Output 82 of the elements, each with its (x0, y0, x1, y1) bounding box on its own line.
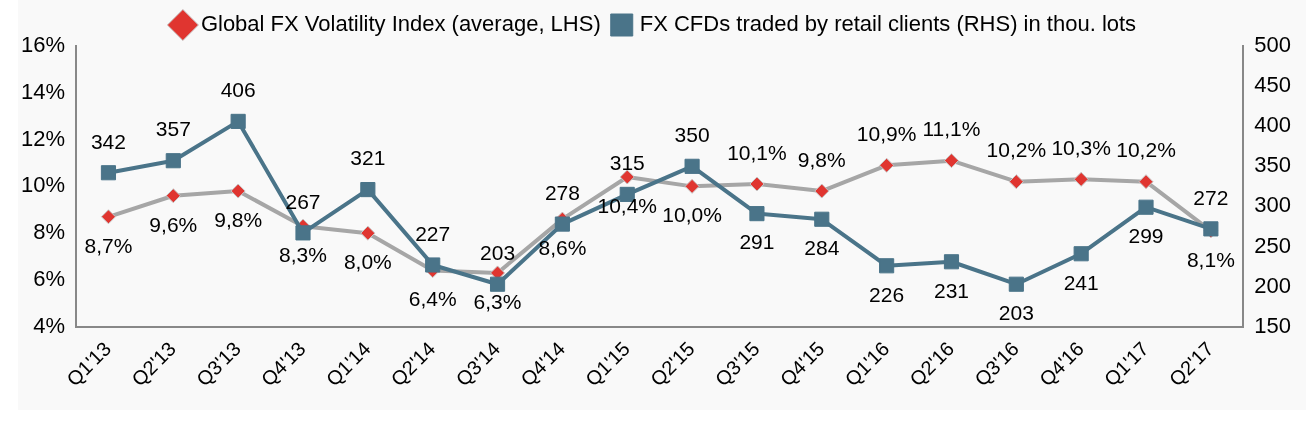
y-tick-label: 16% (20, 32, 66, 58)
y2-tick-label: 400 (1254, 112, 1292, 138)
point (100, 165, 117, 181)
point (1073, 171, 1089, 187)
y2-tick-label: 450 (1254, 72, 1292, 98)
data-label: 9,6% (149, 212, 198, 236)
legend-label: Global FX Volatility Index (average, LHS) (200, 11, 601, 37)
data-label: 9,8% (214, 207, 263, 231)
point (879, 258, 895, 274)
point (489, 276, 506, 292)
point (295, 225, 311, 241)
data-label: 203 (998, 301, 1034, 325)
y2-tick-label: 350 (1254, 152, 1292, 178)
data-label: 272 (1193, 185, 1229, 209)
point (165, 153, 181, 169)
y-tick-label: 14% (20, 78, 66, 104)
point (230, 183, 246, 199)
data-label: 357 (155, 117, 191, 141)
data-label: 8,3% (279, 242, 327, 266)
y2-tick-label: 300 (1254, 192, 1292, 218)
point (360, 182, 376, 198)
data-label: 226 (869, 282, 905, 306)
data-label: 10,3% (1051, 136, 1111, 160)
data-label: 8,1% (1186, 247, 1235, 271)
y-tick-label: 8% (33, 219, 66, 245)
data-label: 321 (350, 146, 386, 170)
data-label: 9,8% (797, 147, 846, 171)
data-label: 10,2% (986, 138, 1047, 162)
point (554, 216, 570, 232)
data-label: 10,0% (662, 203, 722, 227)
y-tick-label: 6% (33, 266, 66, 292)
data-label: 10,2% (1116, 138, 1176, 162)
data-label: 278 (544, 180, 580, 204)
data-label: 406 (220, 78, 256, 102)
data-label: 8,6% (538, 235, 587, 259)
y2-tick-label: 200 (1254, 272, 1292, 298)
data-label: 299 (1128, 224, 1164, 248)
point (879, 157, 895, 173)
point (943, 153, 959, 169)
point (1138, 199, 1154, 215)
data-label: 284 (804, 236, 840, 260)
point (814, 211, 830, 227)
point (619, 169, 635, 185)
y-tick-label: 10% (20, 172, 66, 198)
point (684, 158, 700, 174)
data-label: 8,0% (343, 249, 392, 273)
data-label: 231 (933, 278, 969, 302)
point (814, 183, 830, 199)
data-label: 203 (480, 241, 516, 265)
point (165, 188, 181, 204)
point (684, 178, 700, 194)
data-label: 6,3% (473, 289, 522, 313)
point (1138, 174, 1154, 190)
data-label: 350 (674, 123, 710, 147)
y2-tick-label: 500 (1254, 32, 1292, 58)
data-label: 10,4% (597, 193, 658, 217)
point (943, 254, 960, 270)
point (749, 206, 765, 222)
data-label: 227 (415, 221, 451, 245)
data-label: 241 (1063, 270, 1099, 294)
point (1073, 246, 1089, 262)
point (100, 209, 116, 225)
y2-tick-label: 150 (1254, 312, 1292, 338)
data-label: 10,1% (727, 140, 787, 164)
y2-tick-label: 250 (1254, 232, 1292, 258)
point (360, 225, 376, 241)
legend-label: FX CFDs traded by retail clients (RHS) in thou. lots (639, 11, 1137, 37)
point (425, 257, 441, 273)
data-label: 267 (285, 189, 321, 213)
point (1008, 174, 1024, 190)
point (749, 176, 765, 192)
y-tick-label: 12% (20, 125, 66, 151)
point (230, 113, 246, 129)
data-label: 6,4% (408, 287, 457, 311)
data-label: 315 (609, 151, 645, 175)
data-label: 11,1% (922, 117, 981, 141)
data-label: 10,9% (856, 122, 917, 146)
data-label: 291 (739, 230, 775, 254)
data-label: 342 (90, 129, 126, 153)
y-tick-label: 4% (33, 312, 66, 338)
data-label: 8,7% (84, 233, 133, 257)
point (1008, 276, 1024, 292)
